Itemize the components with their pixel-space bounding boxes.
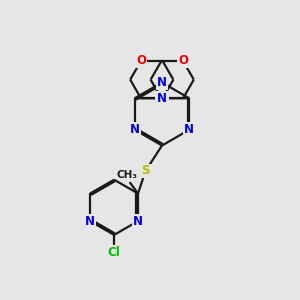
Text: Cl: Cl (108, 246, 121, 260)
Text: N: N (157, 76, 167, 89)
Text: N: N (158, 92, 168, 105)
Text: S: S (141, 164, 150, 178)
Text: N: N (85, 214, 95, 228)
Text: N: N (184, 123, 194, 136)
Text: O: O (136, 54, 146, 68)
Text: N: N (130, 123, 140, 136)
Text: N: N (133, 214, 143, 228)
Text: O: O (178, 54, 188, 68)
Text: N: N (156, 92, 167, 105)
Text: CH₃: CH₃ (117, 170, 138, 181)
